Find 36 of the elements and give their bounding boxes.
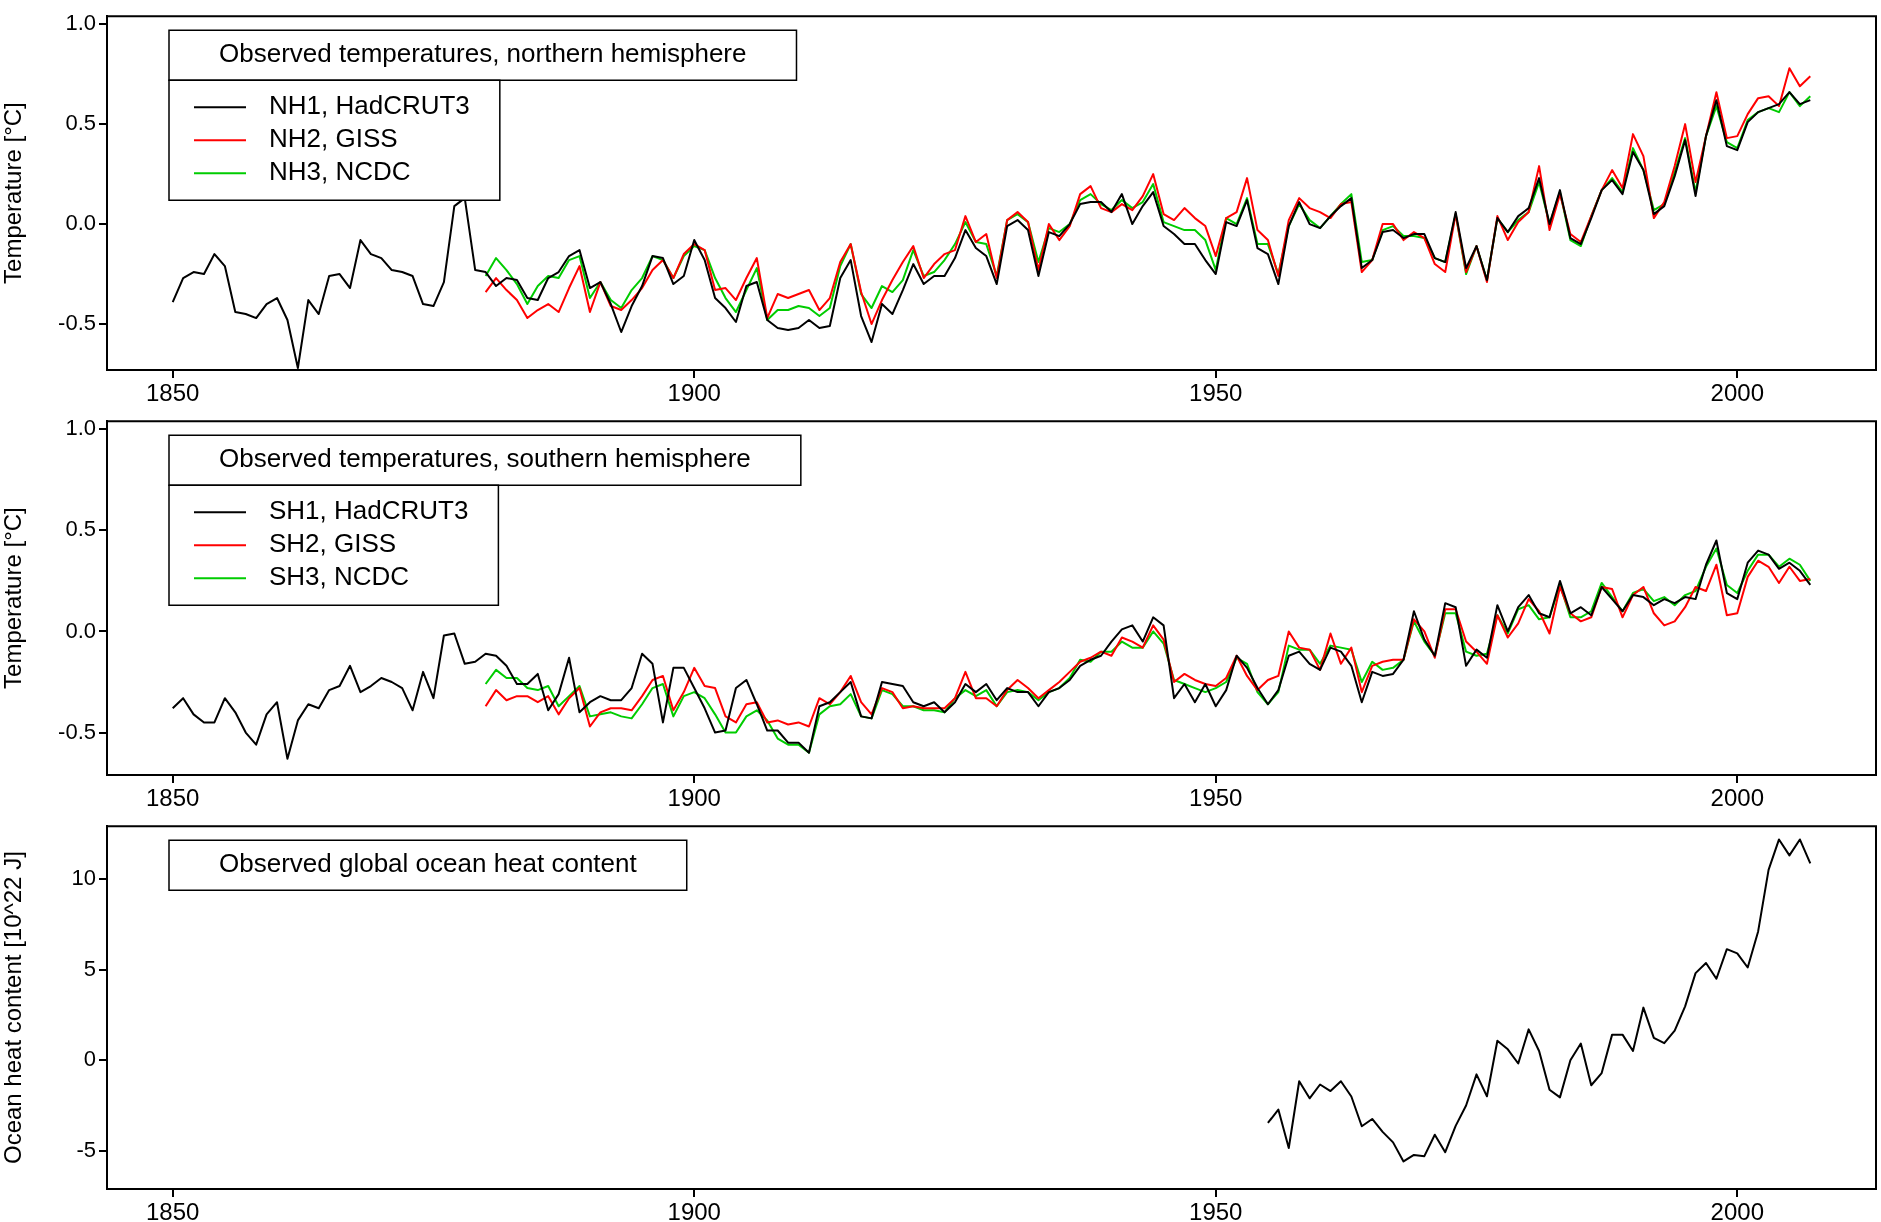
x-tick-label: 1850: [146, 379, 200, 407]
x-tick-label: 1950: [1189, 1198, 1243, 1222]
x-tick-label: 1850: [146, 784, 200, 812]
y-axis-title: Ocean heat content [10^22 J]: [0, 851, 27, 1165]
y-tick-label: -0.5: [58, 310, 96, 336]
y-tick-label: 0.0: [65, 617, 96, 643]
x-tick-label: 1900: [667, 379, 721, 407]
x-tick-label: 1950: [1189, 379, 1243, 407]
y-tick-label: -0.5: [58, 718, 96, 744]
y-tick-label: 0.5: [65, 110, 96, 136]
text: Observed global ocean heat content: [219, 848, 638, 879]
x-tick-label: 2000: [1710, 1198, 1764, 1222]
x-tick-label: 2000: [1710, 784, 1764, 812]
y-tick-label: 1.0: [65, 415, 96, 441]
legend-label: NH1, HadCRUT3: [269, 90, 470, 121]
y-tick-label: 5: [83, 955, 96, 981]
legend-label: SH3, NCDC: [269, 561, 410, 592]
y-axis-title: Temperature [°C]: [0, 507, 27, 689]
x-tick-label: 1900: [667, 1198, 721, 1222]
x-tick-label: 1950: [1189, 784, 1243, 812]
y-tick-label: 0: [83, 1046, 96, 1072]
y-tick-label: 0.0: [65, 210, 96, 236]
legend-label: NH3, NCDC: [269, 156, 411, 187]
text: Observed temperatures, northern hemisphere: [219, 38, 747, 69]
y-axis-title: Temperature [°C]: [0, 102, 27, 284]
legend-label: SH1, HadCRUT3: [269, 495, 469, 526]
y-tick-label: -5: [76, 1136, 96, 1162]
y-tick-label: 0.5: [65, 516, 96, 542]
legend-label: NH2, GISS: [269, 123, 398, 154]
x-tick-label: 1900: [667, 784, 721, 812]
x-tick-label: 2000: [1710, 379, 1764, 407]
text: Observed temperatures, southern hemisphere: [219, 443, 751, 474]
x-tick-label: 1850: [146, 1198, 200, 1222]
y-tick-label: 1.0: [65, 10, 96, 36]
y-tick-label: 10: [71, 864, 96, 890]
legend-label: SH2, GISS: [269, 528, 397, 559]
